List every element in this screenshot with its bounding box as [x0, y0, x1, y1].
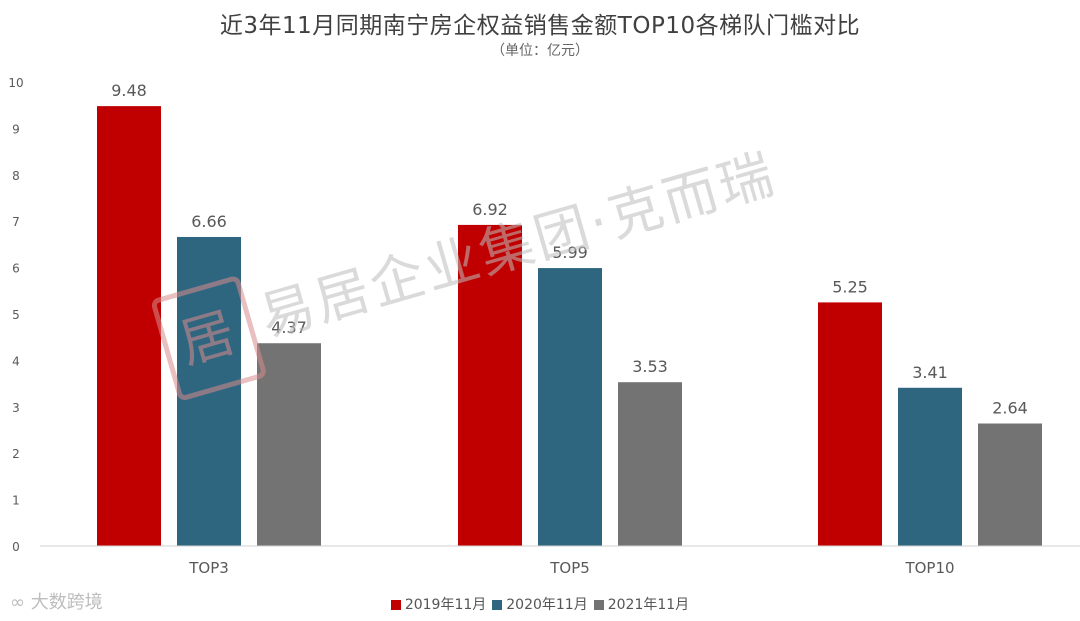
bar-top10-series-1 — [818, 302, 882, 546]
bar-top3-series-2 — [177, 236, 241, 546]
value-labels-layer: 9.48 6.66 4.37 6.92 5.99 3.53 5.25 3.41 2.64 — [111, 81, 1028, 417]
legend-label: 2020年11月 — [506, 597, 588, 613]
data-label: 6.92 — [472, 200, 508, 219]
axis-layer: 0 1 2 3 4 5 6 7 8 9 10 TOP3 TOP5 TOP10 — [8, 76, 1080, 577]
bar-top5-series-2 — [538, 268, 602, 546]
corner-watermark: ∞ 大数跨境 — [10, 588, 103, 614]
data-label: 9.48 — [111, 81, 147, 100]
data-label: 2.64 — [992, 399, 1028, 418]
bar-top10-series-3 — [978, 423, 1042, 546]
legend-swatch — [390, 600, 401, 610]
link-icon: ∞ — [10, 592, 25, 613]
y-tick-label: 0 — [12, 540, 20, 554]
bar-top10-series-2 — [898, 387, 962, 546]
y-tick-label: 3 — [12, 401, 20, 415]
legend-swatch — [492, 600, 503, 610]
bars-layer — [97, 106, 1042, 547]
legend: 2019年11月 2020年11月 2021年11月 — [0, 594, 1080, 614]
chart-title: 近3年11月同期南宁房企权益销售金额TOP10各梯队门槛对比 — [219, 13, 861, 39]
y-tick-label: 9 — [12, 122, 20, 136]
bar-top3-series-1 — [97, 106, 161, 547]
bar-top5-series-3 — [618, 382, 682, 546]
chart-subtitle: （单位：亿元） — [491, 43, 589, 59]
x-tick-label: TOP3 — [188, 559, 229, 577]
x-tick-label: TOP5 — [549, 559, 590, 577]
legend-item: 2021年11月 — [593, 594, 690, 614]
corner-watermark-text: 大数跨境 — [30, 592, 103, 613]
y-tick-label: 5 — [12, 308, 20, 322]
legend-label: 2021年11月 — [607, 597, 690, 613]
legend-item: 2020年11月 — [492, 594, 588, 614]
y-tick-label: 4 — [12, 354, 20, 368]
y-tick-label: 10 — [8, 76, 23, 90]
data-label: 5.25 — [832, 277, 868, 296]
legend-label: 2019年11月 — [404, 597, 487, 613]
bar-top5-series-1 — [458, 224, 522, 547]
data-label: 5.99 — [552, 243, 588, 262]
x-tick-label: TOP10 — [904, 559, 954, 577]
y-tick-label: 2 — [12, 447, 20, 461]
data-label: 6.66 — [191, 212, 227, 231]
data-label: 3.41 — [912, 363, 948, 382]
y-tick-label: 1 — [12, 494, 20, 508]
data-label: 4.37 — [271, 318, 307, 337]
y-tick-label: 8 — [12, 169, 20, 183]
data-label: 3.53 — [632, 357, 668, 376]
y-tick-label: 6 — [12, 262, 20, 276]
y-tick-label: 7 — [12, 215, 20, 229]
legend-swatch — [593, 600, 604, 610]
bar-top3-series-3 — [257, 343, 321, 546]
legend-item: 2019年11月 — [390, 594, 487, 614]
